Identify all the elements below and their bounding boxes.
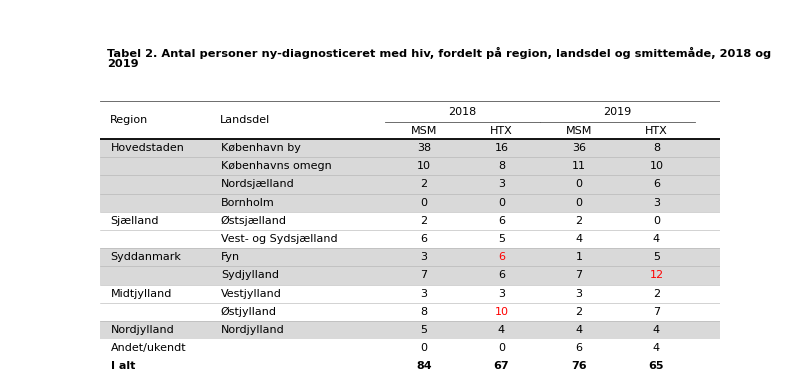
Text: 7: 7 <box>575 271 582 280</box>
Text: Vest- og Sydsjælland: Vest- og Sydsjælland <box>221 234 338 244</box>
Text: 2018: 2018 <box>449 107 477 117</box>
Text: 2019: 2019 <box>603 107 632 117</box>
Bar <box>100 101 720 139</box>
Text: Bornholm: Bornholm <box>221 198 274 208</box>
Text: Nordjylland: Nordjylland <box>221 325 285 335</box>
Text: MSM: MSM <box>410 125 437 136</box>
Text: 3: 3 <box>498 179 505 189</box>
Text: 10: 10 <box>494 307 509 317</box>
Text: Tabel 2. Antal personer ny-diagnosticeret med hiv, fordelt på region, landsdel o: Tabel 2. Antal personer ny-diagnosticere… <box>107 47 771 59</box>
Text: Landsdel: Landsdel <box>220 115 270 125</box>
Text: Sydjylland: Sydjylland <box>221 271 279 280</box>
Text: 0: 0 <box>421 343 427 353</box>
Bar <box>100 339 720 357</box>
Text: 5: 5 <box>653 252 660 262</box>
Bar <box>100 266 720 285</box>
Text: 3: 3 <box>653 198 660 208</box>
Text: 7: 7 <box>653 307 660 317</box>
Bar <box>100 212 720 230</box>
Bar <box>100 321 720 339</box>
Text: 84: 84 <box>416 361 432 371</box>
Text: 16: 16 <box>494 143 509 153</box>
Text: HTX: HTX <box>645 125 668 136</box>
Text: Midtjylland: Midtjylland <box>110 289 172 299</box>
Text: 38: 38 <box>417 143 431 153</box>
Text: 0: 0 <box>653 216 660 226</box>
Text: 67: 67 <box>494 361 510 371</box>
Text: 3: 3 <box>498 289 505 299</box>
Text: 4: 4 <box>653 325 660 335</box>
Text: 10: 10 <box>650 161 663 171</box>
Text: 4: 4 <box>498 325 505 335</box>
Text: 0: 0 <box>575 179 582 189</box>
Bar <box>100 285 720 303</box>
Text: 3: 3 <box>575 289 582 299</box>
Text: 36: 36 <box>572 143 586 153</box>
Text: Nordsjælland: Nordsjælland <box>221 179 294 189</box>
Text: 3: 3 <box>421 289 427 299</box>
Text: Nordjylland: Nordjylland <box>110 325 174 335</box>
Text: Københavns omegn: Københavns omegn <box>221 161 332 171</box>
Text: 0: 0 <box>421 198 427 208</box>
Text: 4: 4 <box>575 325 582 335</box>
Text: 6: 6 <box>498 271 505 280</box>
Text: Syddanmark: Syddanmark <box>110 252 182 262</box>
Text: 8: 8 <box>498 161 505 171</box>
Text: 5: 5 <box>421 325 427 335</box>
Text: 7: 7 <box>420 271 427 280</box>
Text: 3: 3 <box>421 252 427 262</box>
Text: Region: Region <box>110 115 148 125</box>
Text: 65: 65 <box>649 361 664 371</box>
Bar <box>100 303 720 321</box>
Text: 6: 6 <box>498 216 505 226</box>
Bar <box>100 248 720 266</box>
Text: 4: 4 <box>653 234 660 244</box>
Text: 0: 0 <box>575 198 582 208</box>
Text: Fyn: Fyn <box>221 252 240 262</box>
Text: 2: 2 <box>653 289 660 299</box>
Text: 2: 2 <box>575 307 582 317</box>
Text: 11: 11 <box>572 161 586 171</box>
Text: Hovedstaden: Hovedstaden <box>110 143 185 153</box>
Bar <box>100 139 720 157</box>
Text: Sjælland: Sjælland <box>110 216 159 226</box>
Text: 2: 2 <box>420 179 427 189</box>
Text: 4: 4 <box>653 343 660 353</box>
Bar <box>100 357 720 375</box>
Text: 4: 4 <box>575 234 582 244</box>
Text: 2019: 2019 <box>107 59 139 69</box>
Text: 8: 8 <box>420 307 427 317</box>
Text: Østjylland: Østjylland <box>221 307 277 317</box>
Text: 2: 2 <box>420 216 427 226</box>
Bar <box>100 175 720 194</box>
Text: 76: 76 <box>571 361 586 371</box>
Text: HTX: HTX <box>490 125 513 136</box>
Text: 0: 0 <box>498 198 505 208</box>
Text: 0: 0 <box>498 343 505 353</box>
Bar <box>100 230 720 248</box>
Text: Vestjylland: Vestjylland <box>221 289 282 299</box>
Text: 12: 12 <box>650 271 663 280</box>
Text: 1: 1 <box>575 252 582 262</box>
Text: 6: 6 <box>421 234 427 244</box>
Text: I alt: I alt <box>110 361 135 371</box>
Text: Andet/ukendt: Andet/ukendt <box>110 343 186 353</box>
Text: Østsjælland: Østsjælland <box>221 216 287 226</box>
Text: 5: 5 <box>498 234 505 244</box>
Text: 6: 6 <box>498 252 505 262</box>
Text: 6: 6 <box>653 179 660 189</box>
Text: 10: 10 <box>417 161 431 171</box>
Text: 2: 2 <box>575 216 582 226</box>
Bar <box>100 194 720 212</box>
Text: MSM: MSM <box>566 125 592 136</box>
Bar <box>100 157 720 175</box>
Text: København by: København by <box>221 143 301 153</box>
Text: 6: 6 <box>575 343 582 353</box>
Text: 8: 8 <box>653 143 660 153</box>
